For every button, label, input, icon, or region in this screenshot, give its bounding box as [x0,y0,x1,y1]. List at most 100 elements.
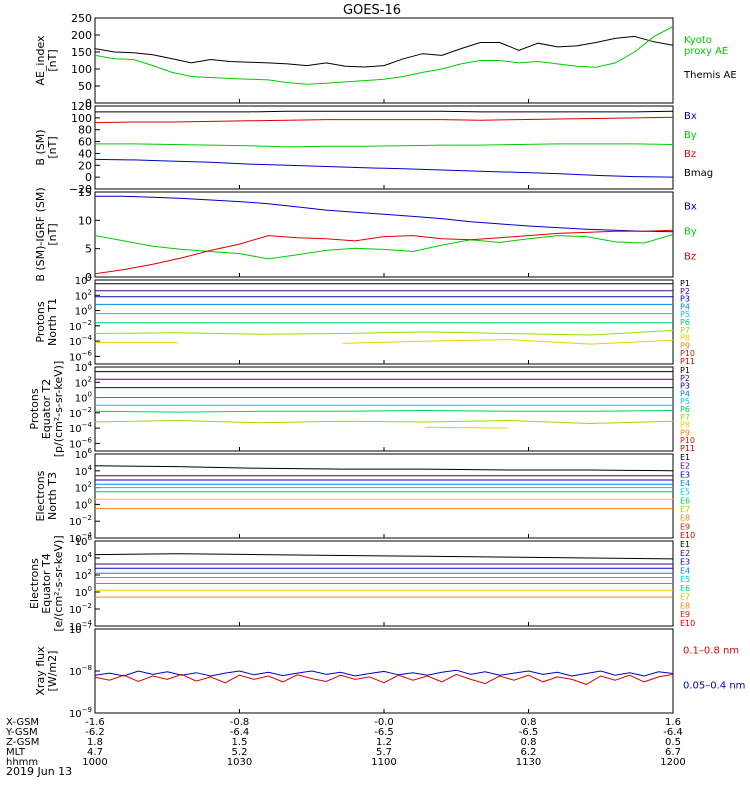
y-tick-base: 10 [75,291,88,302]
y-tick-label: 104 [75,551,93,565]
legend-entry: P7 [680,413,690,422]
y-tick-label: 120 [71,100,92,113]
y-tick-exponent: −2 [82,406,92,414]
y-axis-label: [nT] [46,223,59,245]
y-axis-label: Protons [28,388,41,429]
y-tick-base: 10 [75,537,88,548]
y-tick-label: 102 [75,288,92,302]
y-tick-exponent: −9 [82,706,92,714]
legend-entry: E6 [680,496,690,505]
y-tick-exponent: −2 [82,319,92,327]
y-tick-exponent: 4 [88,551,93,559]
footer-value: 0.8 [521,737,537,748]
y-tick-base: 10 [69,625,82,636]
y-tick-exponent: 2 [88,481,92,489]
y-tick-label: 102 [75,568,92,582]
footer-value: 0.5 [665,737,681,748]
footer-row-label: hhmm [6,757,38,768]
y-tick-base: 10 [75,394,88,405]
y-tick-label: 106 [75,447,93,461]
y-tick-label: 102 [75,375,92,389]
series-line-p8 [425,427,673,429]
legend-entry: E2 [680,549,690,558]
y-axis-label: Electrons [28,558,41,609]
y-tick-label: 106 [75,534,93,548]
legend-entry: Bx [684,202,697,213]
legend-entry: By [684,130,697,141]
y-tick-label: 10−4 [69,531,93,545]
y-tick-label: −20 [69,183,92,196]
footer-value: -6.4 [230,727,250,738]
series-line-e1 [95,553,673,560]
y-axis-label: Equator T4 [40,553,53,613]
y-tick-base: 10 [69,605,82,616]
y-tick-base: 10 [69,517,82,528]
y-tick-label: 10−2 [69,319,92,333]
footer-value: 5.7 [376,747,392,758]
y-tick-label: 5 [85,243,92,256]
y-tick-base: 10 [75,276,88,287]
legend-entry: E5 [680,575,690,584]
series-line-p8 [95,339,673,345]
footer-value: -6.5 [519,727,539,738]
legend-entry: P10 [680,436,695,445]
legend-entry: P6 [680,318,690,327]
legend-entry: Bz [684,149,696,160]
y-tick-exponent: 0 [88,304,92,312]
legend-entry: E3 [680,558,690,567]
y-axis-label: [p/(cm²-s-sr-keV)] [52,361,65,458]
y-tick-exponent: 4 [88,273,93,281]
footer-row-label: MLT [6,747,26,758]
y-tick-label: 0 [85,171,92,184]
footer-value: 1200 [660,757,685,768]
y-tick-label: 10−8 [69,664,92,678]
legend-entry: E10 [680,531,695,540]
y-tick-base: 10 [69,409,82,420]
y-tick-base: 10 [75,588,88,599]
series-line-bz [95,229,673,275]
y-tick-label: 104 [75,464,93,478]
y-tick-exponent: 0 [88,391,92,399]
footer-value: 6.7 [665,747,681,758]
panel-frame [94,279,674,365]
legend-entry: P2 [680,287,690,296]
y-tick-exponent: −4 [82,334,93,342]
y-tick-exponent: −4 [82,619,93,627]
y-tick-base: 10 [75,307,88,318]
y-axis-label: Equator T2 [40,379,53,439]
legend-entry: P9 [680,428,690,437]
legend-entry: E4 [680,566,690,575]
series-line-by [95,234,673,260]
y-tick-exponent: 4 [88,464,93,472]
legend-entry: E4 [680,479,690,488]
y-axis-label: [W/m2] [46,651,59,692]
legend-entry: P2 [680,374,690,383]
y-tick-label: 10−4 [69,334,93,348]
legend-entry: P9 [680,341,690,350]
y-tick-exponent: 2 [88,375,92,383]
footer-value: -6.5 [374,727,394,738]
y-tick-base: 10 [75,571,88,582]
y-tick-exponent: 0 [88,585,92,593]
y-tick-exponent: −6 [82,436,93,444]
legend-entry: E2 [680,462,690,471]
series-line-p6 [95,409,673,413]
legend-entry: E8 [680,601,690,610]
footer-row-label: Y-GSM [5,727,38,738]
panel-frame [94,191,674,278]
y-tick-exponent: −7 [82,622,92,630]
y-tick-base: 10 [69,439,82,450]
y-tick-exponent: −4 [82,531,93,539]
y-axis-label: North T1 [46,298,59,346]
y-tick-label: 10−9 [69,706,92,720]
y-tick-label: 10−2 [69,602,92,616]
y-tick-label: 150 [71,46,92,59]
legend-entry: P11 [680,357,695,366]
y-tick-label: 10−4 [69,619,93,633]
y-tick-exponent: −8 [82,664,92,672]
